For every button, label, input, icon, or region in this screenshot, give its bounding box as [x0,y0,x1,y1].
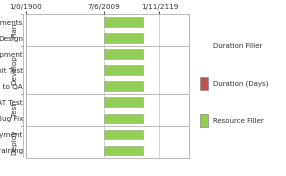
Bar [104,114,143,123]
Text: Plan: Plan [12,23,17,38]
Bar [104,33,143,43]
Text: Duration (Days): Duration (Days) [213,80,268,87]
Bar [200,114,208,127]
Text: Test: Test [12,103,17,117]
Text: Resource Filler: Resource Filler [213,118,263,124]
Bar [104,130,143,139]
Bar [104,17,143,27]
Bar [104,49,143,59]
Bar [104,146,143,155]
Bar [104,81,143,91]
Text: Develop: Develop [12,55,17,85]
Bar [104,98,143,107]
Text: Duration Filler: Duration Filler [213,43,262,49]
Bar [104,65,143,75]
Text: Deploy: Deploy [12,130,17,155]
Bar [200,77,208,90]
